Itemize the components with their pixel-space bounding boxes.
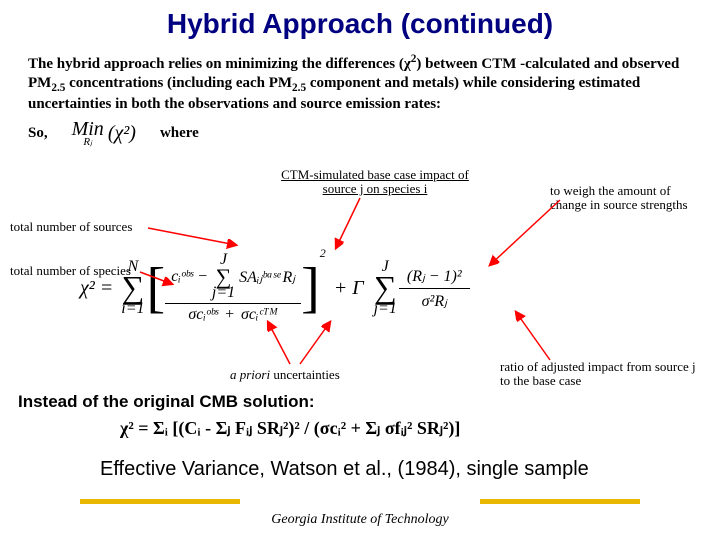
- eq-lhs: χ² =: [80, 277, 113, 300]
- effective-variance-ref: Effective Variance, Watson et al., (1984…: [100, 458, 589, 481]
- chi-symbol: χ: [404, 56, 411, 72]
- frac2-den: σ²Rⱼ: [414, 289, 455, 313]
- intro-paragraph: The hybrid approach relies on minimizing…: [0, 40, 720, 120]
- so-label: So,: [28, 125, 48, 142]
- label-weigh: to weigh the amount of change in source …: [550, 184, 710, 213]
- sum-j-right: J ∑ j=1: [374, 259, 397, 317]
- min-arg: (χ²): [108, 122, 136, 145]
- label-ratio: ratio of adjusted impact from source j t…: [500, 360, 700, 389]
- rj-num: Rⱼ: [283, 267, 296, 287]
- min-word: Min: [72, 120, 104, 138]
- sa-base: SAᵢⱼᵇᵃˢᵉ: [239, 267, 280, 287]
- footer-accent-left: [80, 499, 240, 504]
- min-sub: Rⱼ: [83, 138, 92, 148]
- pm-sub2: 2.5: [292, 82, 306, 94]
- plus-gamma: + Γ: [334, 277, 364, 300]
- sigma-ctm: σcᵢᶜᵀᴹ: [241, 306, 278, 324]
- frac2-num: (Rⱼ − 1)²: [399, 264, 470, 289]
- where-label: where: [160, 125, 199, 142]
- label-ctm-impact: CTM-simulated base case impact of source…: [270, 168, 480, 197]
- min-expression: Min Rⱼ (χ²): [72, 120, 136, 148]
- label-apriori: a priori uncertainties: [230, 368, 340, 382]
- sum-i: N ∑ i=1: [121, 259, 144, 317]
- intro-post2: concentrations (including each PM: [65, 75, 292, 91]
- slide-title: Hybrid Approach (continued): [0, 0, 720, 40]
- pm-sub1: 2.5: [51, 82, 65, 94]
- intro-pre: The hybrid approach relies on minimizing…: [28, 56, 404, 72]
- main-equation: χ² = N ∑ i=1 [ cᵢᵒᵇˢ − J ∑ j=1 SAᵢⱼᵇᵃˢᵉ …: [80, 228, 640, 348]
- apriori-italic: a priori: [230, 367, 270, 382]
- section-instead: Instead of the original CMB solution:: [18, 392, 315, 412]
- fraction-2: (Rⱼ − 1)² σ²Rⱼ: [399, 264, 470, 313]
- fraction-1: cᵢᵒᵇˢ − J ∑ j=1 SAᵢⱼᵇᵃˢᵉ Rⱼ σcᵢᵒᵇˢ + σcᵢ…: [165, 250, 301, 327]
- exp2-left: 2: [320, 246, 326, 261]
- so-where-row: So, Min Rⱼ (χ²) where: [0, 120, 720, 148]
- sigma-obs: σcᵢᵒᵇˢ: [188, 306, 218, 324]
- c-obs: cᵢᵒᵇˢ: [171, 268, 193, 286]
- cmb-equation: χ² = Σᵢ [(Cᵢ - Σⱼ Fᵢⱼ SRⱼ²)² / (σcᵢ² + Σ…: [120, 418, 460, 439]
- apriori-rest: uncertainties: [270, 367, 340, 382]
- footer-text: Georgia Institute of Technology: [0, 512, 720, 528]
- footer-accent-right: [480, 499, 640, 504]
